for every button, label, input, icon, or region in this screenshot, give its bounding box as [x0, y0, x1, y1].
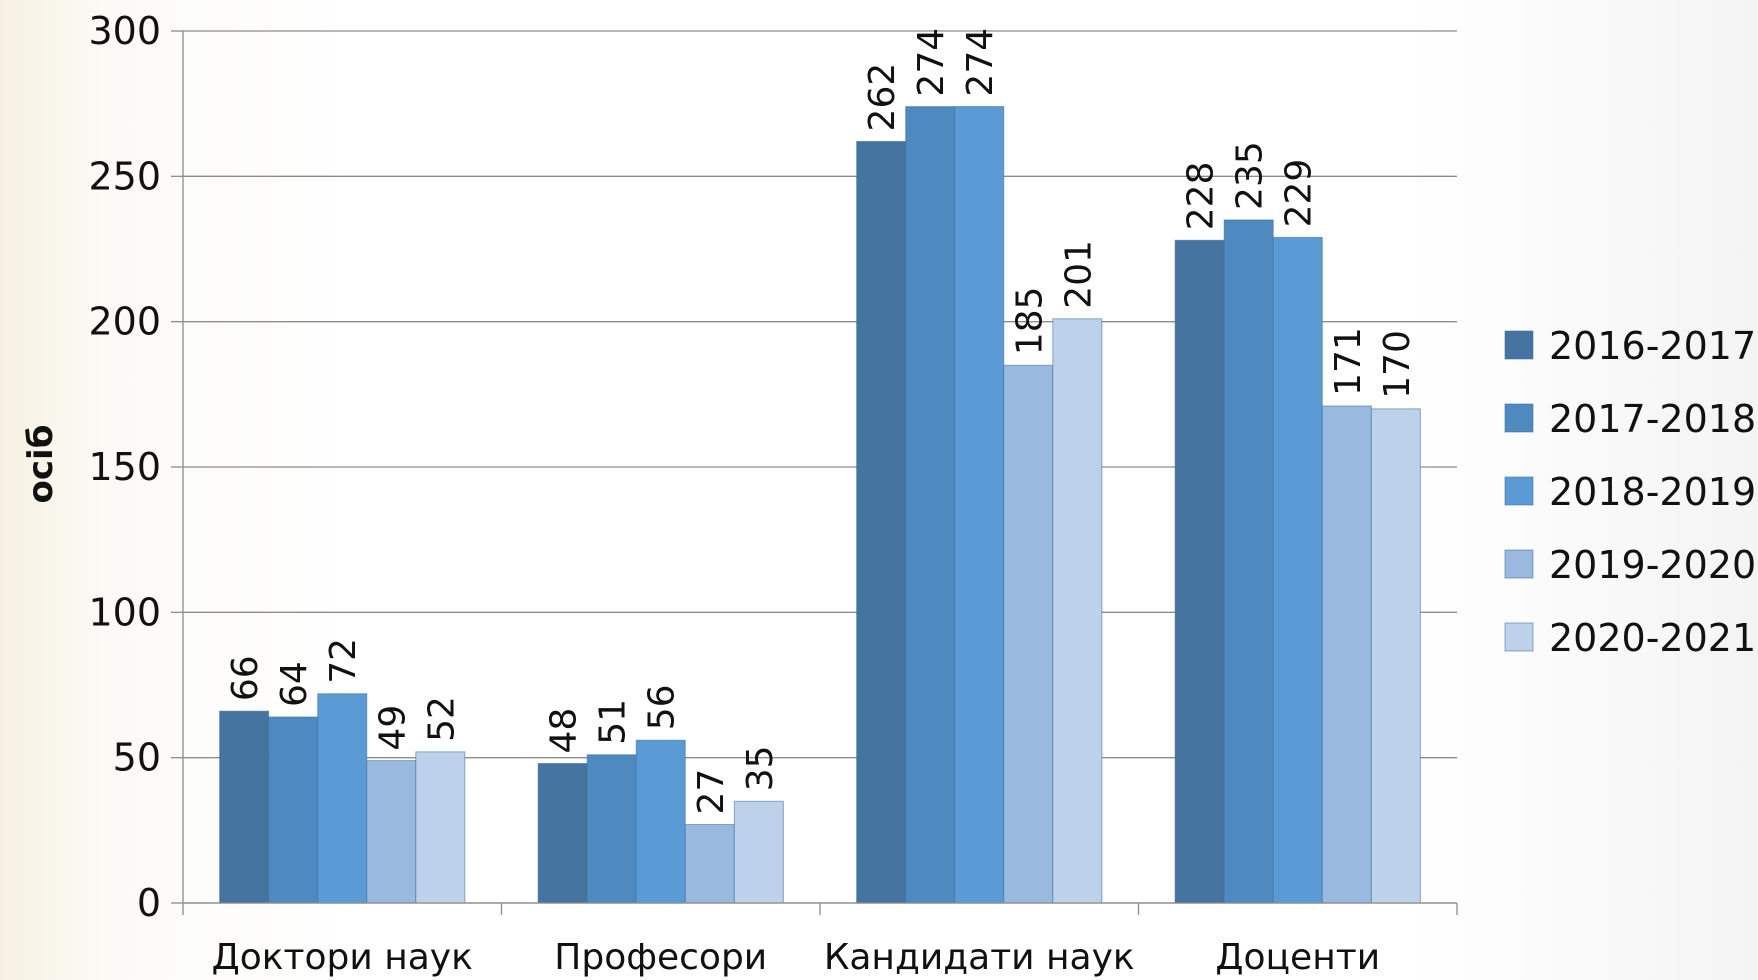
bar [1223, 219, 1274, 904]
data-label: 201 [1058, 240, 1099, 309]
data-label: 56 [642, 684, 683, 730]
data-label: 49 [372, 705, 413, 751]
bar [1003, 364, 1054, 904]
bar [268, 716, 319, 904]
legend-swatch [1504, 476, 1534, 506]
bar [856, 140, 907, 904]
x-category-label: Кандидати наук [824, 937, 1135, 978]
bar [366, 760, 417, 904]
y-tick-label: 250 [88, 154, 161, 198]
x-category-label: Доктори наук [212, 937, 473, 978]
legend-label: 2017-2018 [1549, 397, 1756, 441]
y-tick-label: 200 [88, 300, 161, 344]
data-label: 66 [225, 655, 266, 701]
data-label: 52 [421, 696, 462, 742]
data-label: 228 [1181, 162, 1222, 231]
legend-swatch [1504, 622, 1534, 652]
legend-label: 2019-2020 [1549, 543, 1756, 587]
data-label: 51 [593, 699, 634, 745]
bar [415, 751, 466, 904]
legend-label: 2018-2019 [1549, 470, 1756, 514]
bar [219, 710, 270, 904]
data-label: 170 [1377, 330, 1418, 399]
legend: 2016-2017 2017-2018 2018-2019 2019-2020 2020… [1504, 324, 1756, 660]
data-label: 35 [740, 745, 781, 791]
legend-swatch [1504, 403, 1534, 433]
x-category-label: Доценти [1215, 937, 1380, 978]
bar [586, 754, 637, 904]
data-label: 27 [691, 769, 732, 815]
data-label: 171 [1328, 327, 1369, 396]
bar [954, 106, 1005, 904]
bar [1174, 239, 1225, 904]
data-label: 274 [911, 28, 952, 97]
bar [684, 824, 735, 904]
legend-swatch [1504, 330, 1534, 360]
legend-swatch [1504, 549, 1534, 579]
bar [537, 762, 588, 904]
data-label: 235 [1230, 141, 1271, 210]
y-axis-label: осіб [21, 425, 61, 504]
bar [317, 693, 368, 904]
bar [733, 800, 784, 904]
bar [1052, 318, 1103, 904]
data-label: 72 [323, 638, 364, 684]
bar [1272, 236, 1323, 904]
data-label: 48 [544, 708, 585, 754]
data-label: 185 [1009, 287, 1050, 356]
bar [1321, 405, 1372, 904]
y-tick-label: 300 [88, 9, 161, 53]
data-label: 262 [862, 63, 903, 132]
y-tick-label: 50 [113, 736, 161, 780]
legend-label: 2020-2021 [1549, 616, 1756, 660]
bar [905, 106, 956, 904]
y-tick-label: 150 [88, 445, 161, 489]
y-tick-label: 100 [88, 590, 161, 634]
bar [1370, 408, 1421, 904]
data-label: 274 [960, 28, 1001, 97]
legend-label: 2016-2017 [1549, 324, 1756, 368]
x-category-label: Професори [554, 937, 767, 978]
bar [635, 739, 686, 904]
data-label: 64 [274, 661, 315, 707]
data-label: 229 [1279, 159, 1320, 228]
y-tick-label: 0 [137, 881, 161, 925]
